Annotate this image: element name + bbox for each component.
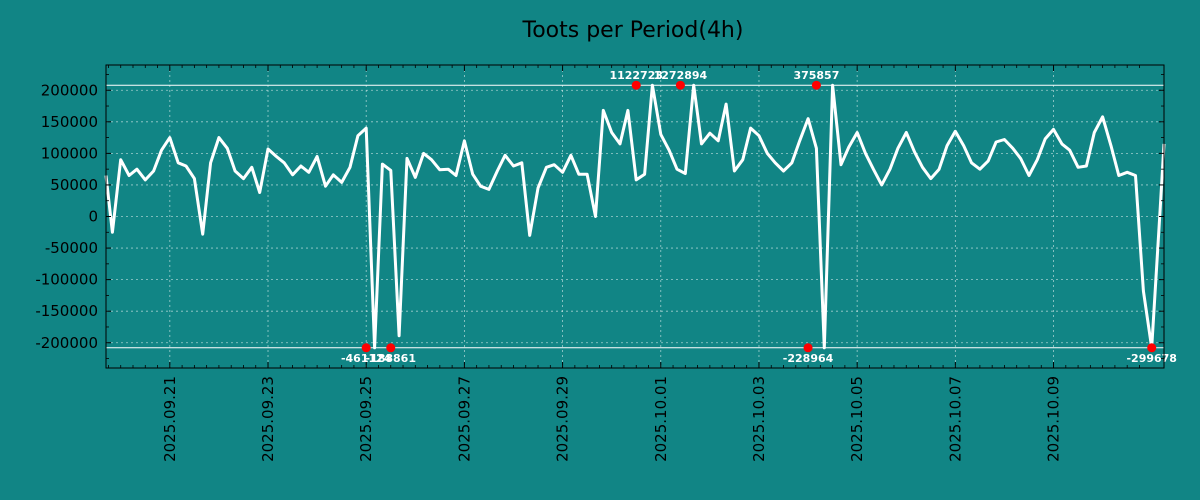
x-tick-label: 2025.10.01	[652, 376, 670, 462]
markers-layer	[361, 80, 1157, 353]
y-tick-label: -150000	[35, 302, 98, 320]
x-tick-label: 2025.10.07	[946, 376, 964, 462]
grid-layer	[106, 65, 1164, 368]
chart-title: Toots per Period(4h)	[522, 18, 744, 43]
x-tick-label: 2025.10.03	[750, 376, 768, 462]
outlier-label: -461124	[341, 352, 392, 365]
y-tick-label: -100000	[35, 271, 98, 289]
y-tick-label: 0	[88, 208, 98, 226]
outlier-marker	[386, 343, 396, 353]
y-tick-label: 100000	[41, 144, 98, 162]
clip-lines	[106, 84, 1164, 349]
outlier-label: -228964	[783, 352, 834, 365]
outlier-label: -299678	[1126, 352, 1177, 365]
series-line	[104, 83, 1166, 350]
outlier-marker	[803, 343, 813, 353]
outlier-marker	[811, 80, 821, 90]
outlier-label: 375857	[793, 69, 839, 82]
outlier-label: 1272894	[654, 69, 708, 82]
y-tick-label: 150000	[41, 113, 98, 131]
outlier-marker	[675, 80, 685, 90]
y-tick-label: -50000	[45, 239, 98, 257]
y-tick-label: 200000	[41, 81, 98, 99]
outlier-marker	[631, 80, 641, 90]
x-tick-label: 2025.09.25	[357, 376, 375, 462]
y-tick-label: 50000	[50, 176, 98, 194]
outlier-marker	[361, 343, 371, 353]
x-tick-label: 2025.10.09	[1045, 376, 1063, 462]
x-tick-label: 2025.09.29	[554, 376, 572, 462]
x-axis: 2025.09.21 2025.09.23 2025.09.25 2025.09.27…	[108, 65, 1165, 462]
x-tick-label: 2025.10.05	[848, 376, 866, 462]
outlier-marker	[1147, 343, 1157, 353]
outlier-label: 1122723	[609, 69, 663, 82]
plot-frame	[105, 64, 1165, 369]
x-tick-label: 2025.09.23	[259, 376, 277, 462]
x-tick-label: 2025.09.27	[455, 376, 473, 462]
x-tick-label: 2025.09.21	[161, 376, 179, 462]
y-tick-label: -200000	[35, 334, 98, 352]
outlier-label: -188861	[366, 352, 417, 365]
series-layer	[104, 83, 1166, 350]
y-axis: 200000 150000 100000 50000 0 -50000 -100000 -15…	[35, 74, 1164, 359]
